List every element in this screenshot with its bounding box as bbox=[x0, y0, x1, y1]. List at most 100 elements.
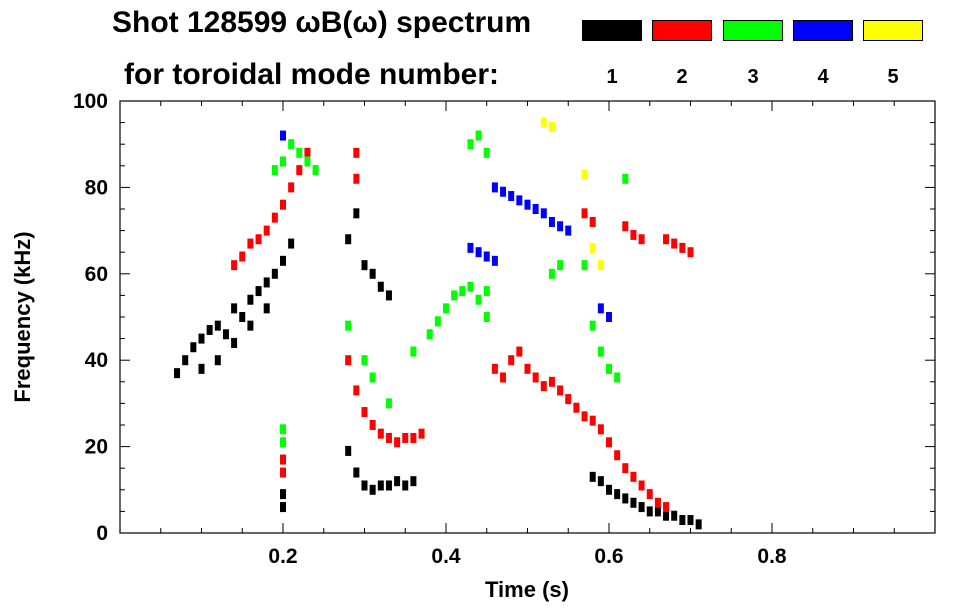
point-n4-2 bbox=[475, 247, 482, 258]
point-n2-22 bbox=[353, 147, 360, 158]
point-n1-5 bbox=[214, 320, 221, 331]
legend-swatch-n4 bbox=[793, 20, 853, 41]
point-n2-9 bbox=[304, 147, 311, 158]
point-n2-21 bbox=[418, 428, 425, 439]
point-n1-28 bbox=[345, 445, 352, 456]
point-n1-23 bbox=[353, 208, 360, 219]
chart-title-line-2: for toroidal mode number: bbox=[124, 58, 499, 91]
point-n1-40 bbox=[614, 489, 621, 500]
point-n1-19 bbox=[263, 303, 270, 314]
point-n2-51 bbox=[663, 234, 670, 245]
point-n3-26 bbox=[557, 260, 564, 271]
point-n2-42 bbox=[638, 480, 645, 491]
point-n1-26 bbox=[377, 281, 384, 292]
point-n1-18 bbox=[247, 320, 254, 331]
point-n2-0 bbox=[231, 260, 238, 271]
point-n1-32 bbox=[377, 480, 384, 491]
point-n4-1 bbox=[467, 242, 474, 253]
data-points bbox=[174, 117, 702, 530]
point-n4-12 bbox=[548, 216, 555, 227]
point-n3-3 bbox=[296, 147, 303, 158]
point-n2-34 bbox=[573, 402, 580, 413]
point-n1-33 bbox=[385, 480, 392, 491]
point-n3-29 bbox=[597, 346, 604, 357]
point-n2-20 bbox=[410, 432, 417, 443]
point-n2-31 bbox=[548, 376, 555, 387]
point-n1-16 bbox=[214, 355, 221, 366]
point-n3-27 bbox=[581, 260, 588, 271]
point-n2-24 bbox=[491, 363, 498, 374]
point-n1-49 bbox=[687, 515, 694, 526]
point-n3-20 bbox=[483, 312, 490, 322]
point-n1-17 bbox=[231, 303, 238, 314]
point-n3-5 bbox=[312, 165, 319, 176]
point-n1-10 bbox=[255, 286, 262, 297]
point-n2-6 bbox=[280, 199, 286, 210]
point-n1-3 bbox=[198, 333, 205, 344]
point-n2-12 bbox=[345, 355, 352, 366]
point-n1-22 bbox=[345, 234, 352, 245]
point-n4-6 bbox=[500, 186, 507, 197]
point-n3-19 bbox=[475, 294, 482, 305]
point-n3-31 bbox=[614, 372, 621, 383]
y-tick-label: 40 bbox=[85, 349, 108, 372]
point-n5-2 bbox=[581, 169, 588, 180]
point-n2-38 bbox=[606, 437, 612, 448]
point-n2-17 bbox=[385, 432, 392, 443]
point-n3-21 bbox=[483, 286, 490, 297]
point-n1-37 bbox=[589, 471, 596, 482]
point-n2-50 bbox=[638, 234, 645, 245]
point-n1-11 bbox=[263, 277, 270, 288]
point-n2-33 bbox=[565, 394, 572, 405]
point-n1-9 bbox=[247, 294, 254, 305]
point-n3-17 bbox=[459, 286, 466, 297]
point-n1-15 bbox=[198, 363, 205, 374]
point-n2-5 bbox=[271, 212, 278, 223]
point-n2-2 bbox=[247, 238, 254, 249]
point-n1-48 bbox=[679, 515, 686, 526]
y-tick-label: 20 bbox=[85, 436, 108, 459]
x-tick-label: 0.8 bbox=[757, 545, 787, 568]
point-n4-14 bbox=[565, 225, 572, 236]
point-n4-13 bbox=[557, 221, 564, 232]
point-n1-39 bbox=[606, 484, 612, 495]
point-n1-29 bbox=[353, 467, 360, 478]
point-n1-7 bbox=[231, 337, 238, 348]
point-n2-44 bbox=[654, 497, 661, 508]
point-n2-39 bbox=[614, 450, 621, 461]
point-n1-6 bbox=[222, 329, 229, 340]
point-n2-8 bbox=[296, 165, 303, 176]
point-n3-14 bbox=[434, 316, 441, 327]
point-n4-7 bbox=[508, 191, 515, 202]
point-n1-46 bbox=[663, 510, 670, 521]
x-tick-label: 0.2 bbox=[268, 545, 297, 568]
point-n3-24 bbox=[483, 147, 490, 158]
point-n3-10 bbox=[369, 372, 376, 383]
point-n1-25 bbox=[369, 268, 376, 279]
point-n1-45 bbox=[654, 506, 661, 517]
point-n3-13 bbox=[426, 329, 433, 340]
point-n2-3 bbox=[255, 234, 262, 245]
point-n4-16 bbox=[606, 312, 612, 322]
point-n1-42 bbox=[630, 497, 637, 508]
legend-label-n3: 3 bbox=[747, 66, 759, 88]
point-n2-13 bbox=[353, 385, 360, 396]
point-n1-43 bbox=[638, 502, 645, 513]
point-n3-4 bbox=[304, 156, 311, 167]
point-n1-50 bbox=[695, 519, 702, 530]
point-n2-30 bbox=[540, 381, 547, 392]
point-n2-43 bbox=[646, 489, 653, 500]
point-n2-10 bbox=[280, 454, 286, 465]
point-n4-0 bbox=[280, 130, 286, 141]
y-tick-label: 0 bbox=[96, 522, 108, 545]
point-n2-37 bbox=[597, 424, 604, 435]
point-n2-54 bbox=[687, 247, 694, 258]
point-n2-32 bbox=[557, 385, 564, 396]
point-n3-8 bbox=[345, 320, 352, 331]
point-n3-25 bbox=[548, 268, 555, 279]
point-n2-41 bbox=[630, 471, 637, 482]
point-n2-40 bbox=[622, 463, 629, 474]
point-n3-23 bbox=[475, 130, 482, 141]
point-n2-25 bbox=[500, 372, 507, 383]
point-n3-28 bbox=[589, 320, 596, 331]
